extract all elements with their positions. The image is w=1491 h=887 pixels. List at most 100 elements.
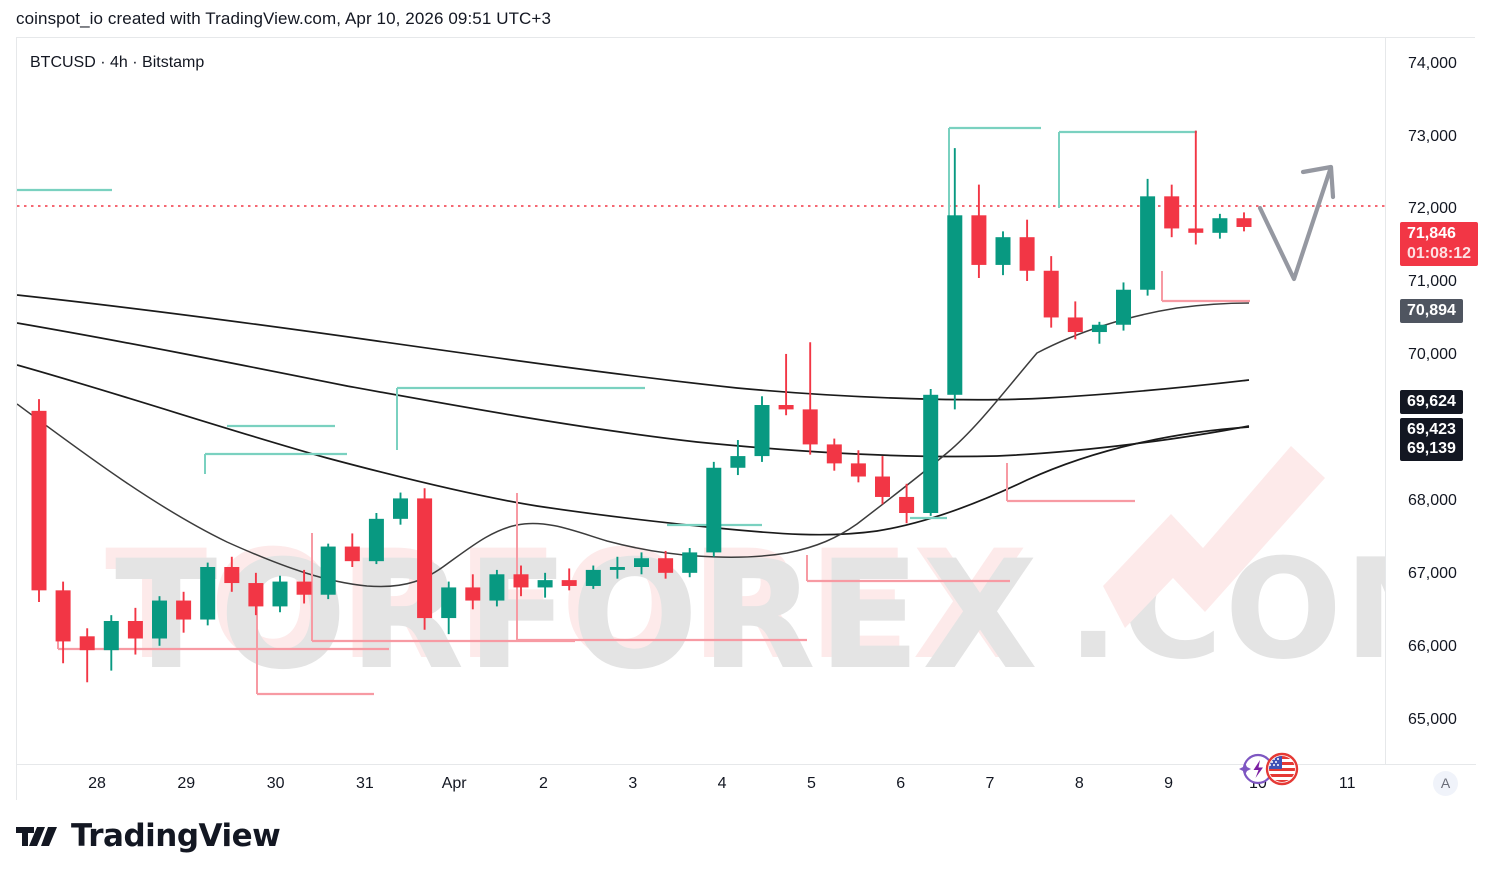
time-tick: 2	[539, 775, 548, 792]
price-tick: 67,000	[1408, 565, 1457, 583]
ma-line-1	[17, 294, 1250, 401]
price-label-indicator-1[interactable]: 70,894	[1400, 299, 1463, 323]
candle-body	[1236, 218, 1252, 227]
us-flag-badge-icon	[1265, 752, 1299, 786]
price-label-last-price[interactable]: 71,846 01:08:12	[1400, 222, 1479, 266]
candle-body	[778, 405, 794, 410]
candle-body	[1067, 317, 1083, 333]
time-tick: 4	[717, 775, 727, 792]
candle-body	[465, 587, 481, 601]
time-tick: 9	[1164, 775, 1174, 792]
auto-scale-button[interactable]: A	[1433, 771, 1458, 796]
time-tick: 3	[628, 775, 638, 792]
candle-body	[995, 237, 1011, 265]
price-tick: 71,000	[1408, 273, 1457, 291]
candle-body	[826, 444, 842, 464]
moving-average-fast	[17, 302, 1250, 588]
candle-body	[103, 620, 119, 651]
candle-body	[296, 581, 312, 595]
price-tick: 74,000	[1408, 54, 1457, 72]
time-axis[interactable]: 28293031Apr234567891011 A	[17, 764, 1476, 801]
candle-body	[609, 566, 625, 570]
time-tick: Apr	[441, 775, 467, 792]
ma-line-3	[17, 364, 1250, 536]
candle-body	[248, 583, 264, 607]
resistance-levels	[17, 126, 1197, 527]
candle-body	[537, 580, 553, 588]
time-tick: 28	[88, 775, 106, 792]
candle-body	[1140, 196, 1156, 290]
candle-body	[682, 552, 698, 573]
price-label-value: 69,139	[1407, 440, 1456, 457]
candle-body	[55, 590, 71, 642]
tradingview-wordmark: TradingView	[71, 818, 281, 854]
time-tick: 8	[1074, 775, 1084, 792]
candle-body	[730, 456, 746, 468]
candle-body	[1091, 324, 1107, 333]
time-tick: 7	[985, 775, 995, 792]
tradingview-footer[interactable]: TradingView	[16, 818, 281, 854]
support-levels	[58, 299, 1250, 696]
candle-body	[441, 587, 457, 619]
candle-body	[417, 498, 433, 619]
candle-body	[152, 600, 167, 639]
candle-body	[513, 574, 529, 588]
candlestick-chart	[17, 126, 1385, 696]
candle-body	[393, 498, 408, 519]
price-label-value: 69,624	[1407, 393, 1456, 410]
time-tick: 29	[177, 775, 196, 792]
candle-body	[1116, 289, 1131, 325]
candle-series	[31, 130, 1252, 683]
chart-legend: BTCUSD · 4h · Bitstamp	[30, 54, 205, 71]
candle-body	[923, 394, 939, 514]
price-axis[interactable]: 74,00073,00072,00071,00070,00069,00068,0…	[1385, 38, 1479, 801]
candle-body	[585, 569, 601, 586]
price-label-indicator-4[interactable]: 69,139	[1400, 437, 1463, 461]
candle-body	[200, 566, 216, 620]
ma-line-2	[17, 322, 1250, 458]
candle-body	[899, 496, 915, 514]
candle-body	[272, 581, 288, 607]
candle-body	[561, 580, 577, 586]
moving-average-lines	[17, 294, 1250, 536]
candle-body	[79, 636, 95, 651]
candle-body	[658, 558, 674, 573]
candle-body	[1164, 196, 1180, 229]
price-tick: 72,000	[1408, 200, 1457, 218]
time-tick: 30	[266, 775, 285, 792]
candle-body	[176, 600, 192, 620]
candle-body	[344, 546, 360, 562]
candle-body	[368, 518, 384, 562]
price-label-value: 70,894	[1407, 302, 1456, 319]
price-label-indicator-2[interactable]: 69,624	[1400, 390, 1463, 414]
candle-body	[31, 410, 47, 591]
time-tick: 5	[806, 775, 816, 792]
candle-body	[1188, 228, 1204, 233]
candle-body	[875, 476, 890, 497]
chart-frame: TORFOREX TORFOREX .COM	[16, 37, 1479, 801]
candle-body	[489, 574, 505, 601]
candle-body	[947, 215, 963, 395]
candle-body	[1043, 270, 1059, 318]
credit-line: coinspot_io created with TradingView.com…	[16, 9, 552, 28]
time-tick: 11	[1338, 775, 1356, 792]
price-label-value: 69,423	[1407, 421, 1456, 438]
candle-body	[127, 620, 143, 639]
candle-body	[224, 566, 240, 584]
price-label-countdown: 01:08:12	[1407, 245, 1472, 262]
ma-line-4	[17, 302, 1250, 588]
price-tick: 68,000	[1408, 492, 1457, 510]
chart-plot-area[interactable]: TORFOREX TORFOREX .COM	[17, 38, 1385, 764]
time-tick: 31	[355, 775, 374, 792]
chart-badges	[1239, 752, 1299, 786]
time-tick: 6	[896, 775, 906, 792]
candle-body	[634, 558, 649, 567]
price-tick: 70,000	[1408, 346, 1457, 364]
candle-body	[1212, 218, 1228, 233]
price-tick: 73,000	[1408, 127, 1457, 145]
level-stems	[57, 128, 1163, 694]
candle-body	[320, 546, 336, 595]
candle-body	[1019, 237, 1035, 271]
candle-body	[971, 215, 987, 265]
